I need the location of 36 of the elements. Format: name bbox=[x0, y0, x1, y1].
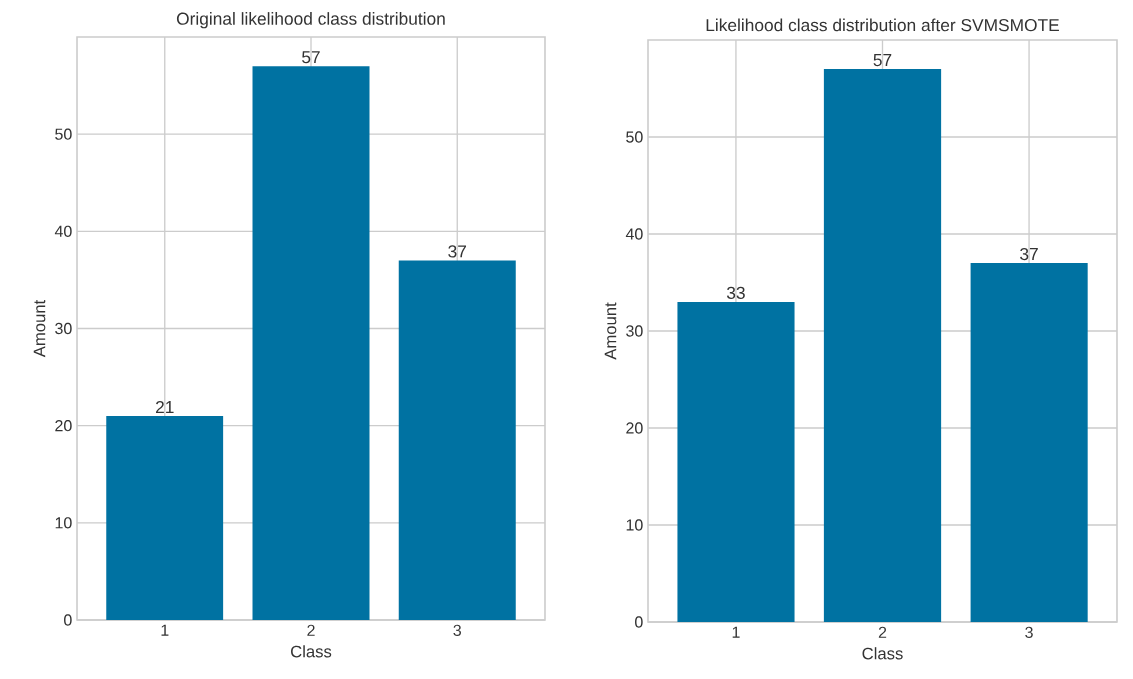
chart-title: Original likelihood class distribution bbox=[176, 12, 445, 29]
y-tick-label: 0 bbox=[64, 614, 72, 626]
y-tick-label: 40 bbox=[54, 225, 72, 237]
bar bbox=[106, 415, 224, 620]
bar bbox=[970, 263, 1088, 622]
bar bbox=[252, 66, 370, 620]
y-tick-label: 20 bbox=[55, 420, 72, 432]
x-tick-label: 1 bbox=[732, 626, 740, 638]
data-label: 57 bbox=[302, 51, 320, 64]
bar bbox=[398, 260, 516, 620]
y-tick-label: 20 bbox=[626, 422, 643, 434]
x-tick-label: 2 bbox=[878, 626, 887, 638]
y-tick-label: 0 bbox=[635, 616, 643, 628]
y-tick-label: 30 bbox=[626, 325, 643, 337]
data-label: 57 bbox=[873, 54, 892, 67]
x-tick-label: 2 bbox=[307, 624, 315, 636]
chart-title: Likelihood class distribution after SVMSMOTE bbox=[706, 18, 1059, 32]
y-axis-title: Amount bbox=[33, 299, 46, 358]
x-tick-label: 1 bbox=[161, 624, 169, 636]
y-tick-label: 30 bbox=[55, 322, 72, 335]
x-axis-title: Class bbox=[862, 647, 903, 660]
y-tick-label: 50 bbox=[55, 128, 72, 140]
x-tick-label: 3 bbox=[453, 624, 461, 637]
x-tick-label: 3 bbox=[1025, 626, 1033, 639]
y-tick-label: 40 bbox=[625, 228, 643, 240]
bar bbox=[677, 301, 795, 622]
y-tick-label: 50 bbox=[626, 131, 643, 143]
y-axis-title: Amount bbox=[604, 302, 617, 360]
data-label: 37 bbox=[1020, 247, 1038, 261]
y-tick-label: 10 bbox=[626, 519, 643, 531]
x-axis-title: Class bbox=[291, 645, 332, 658]
data-label: 37 bbox=[448, 245, 467, 258]
data-label: 21 bbox=[156, 400, 174, 414]
bar bbox=[823, 69, 942, 622]
data-label: 33 bbox=[726, 286, 745, 299]
y-tick-label: 10 bbox=[55, 517, 72, 529]
